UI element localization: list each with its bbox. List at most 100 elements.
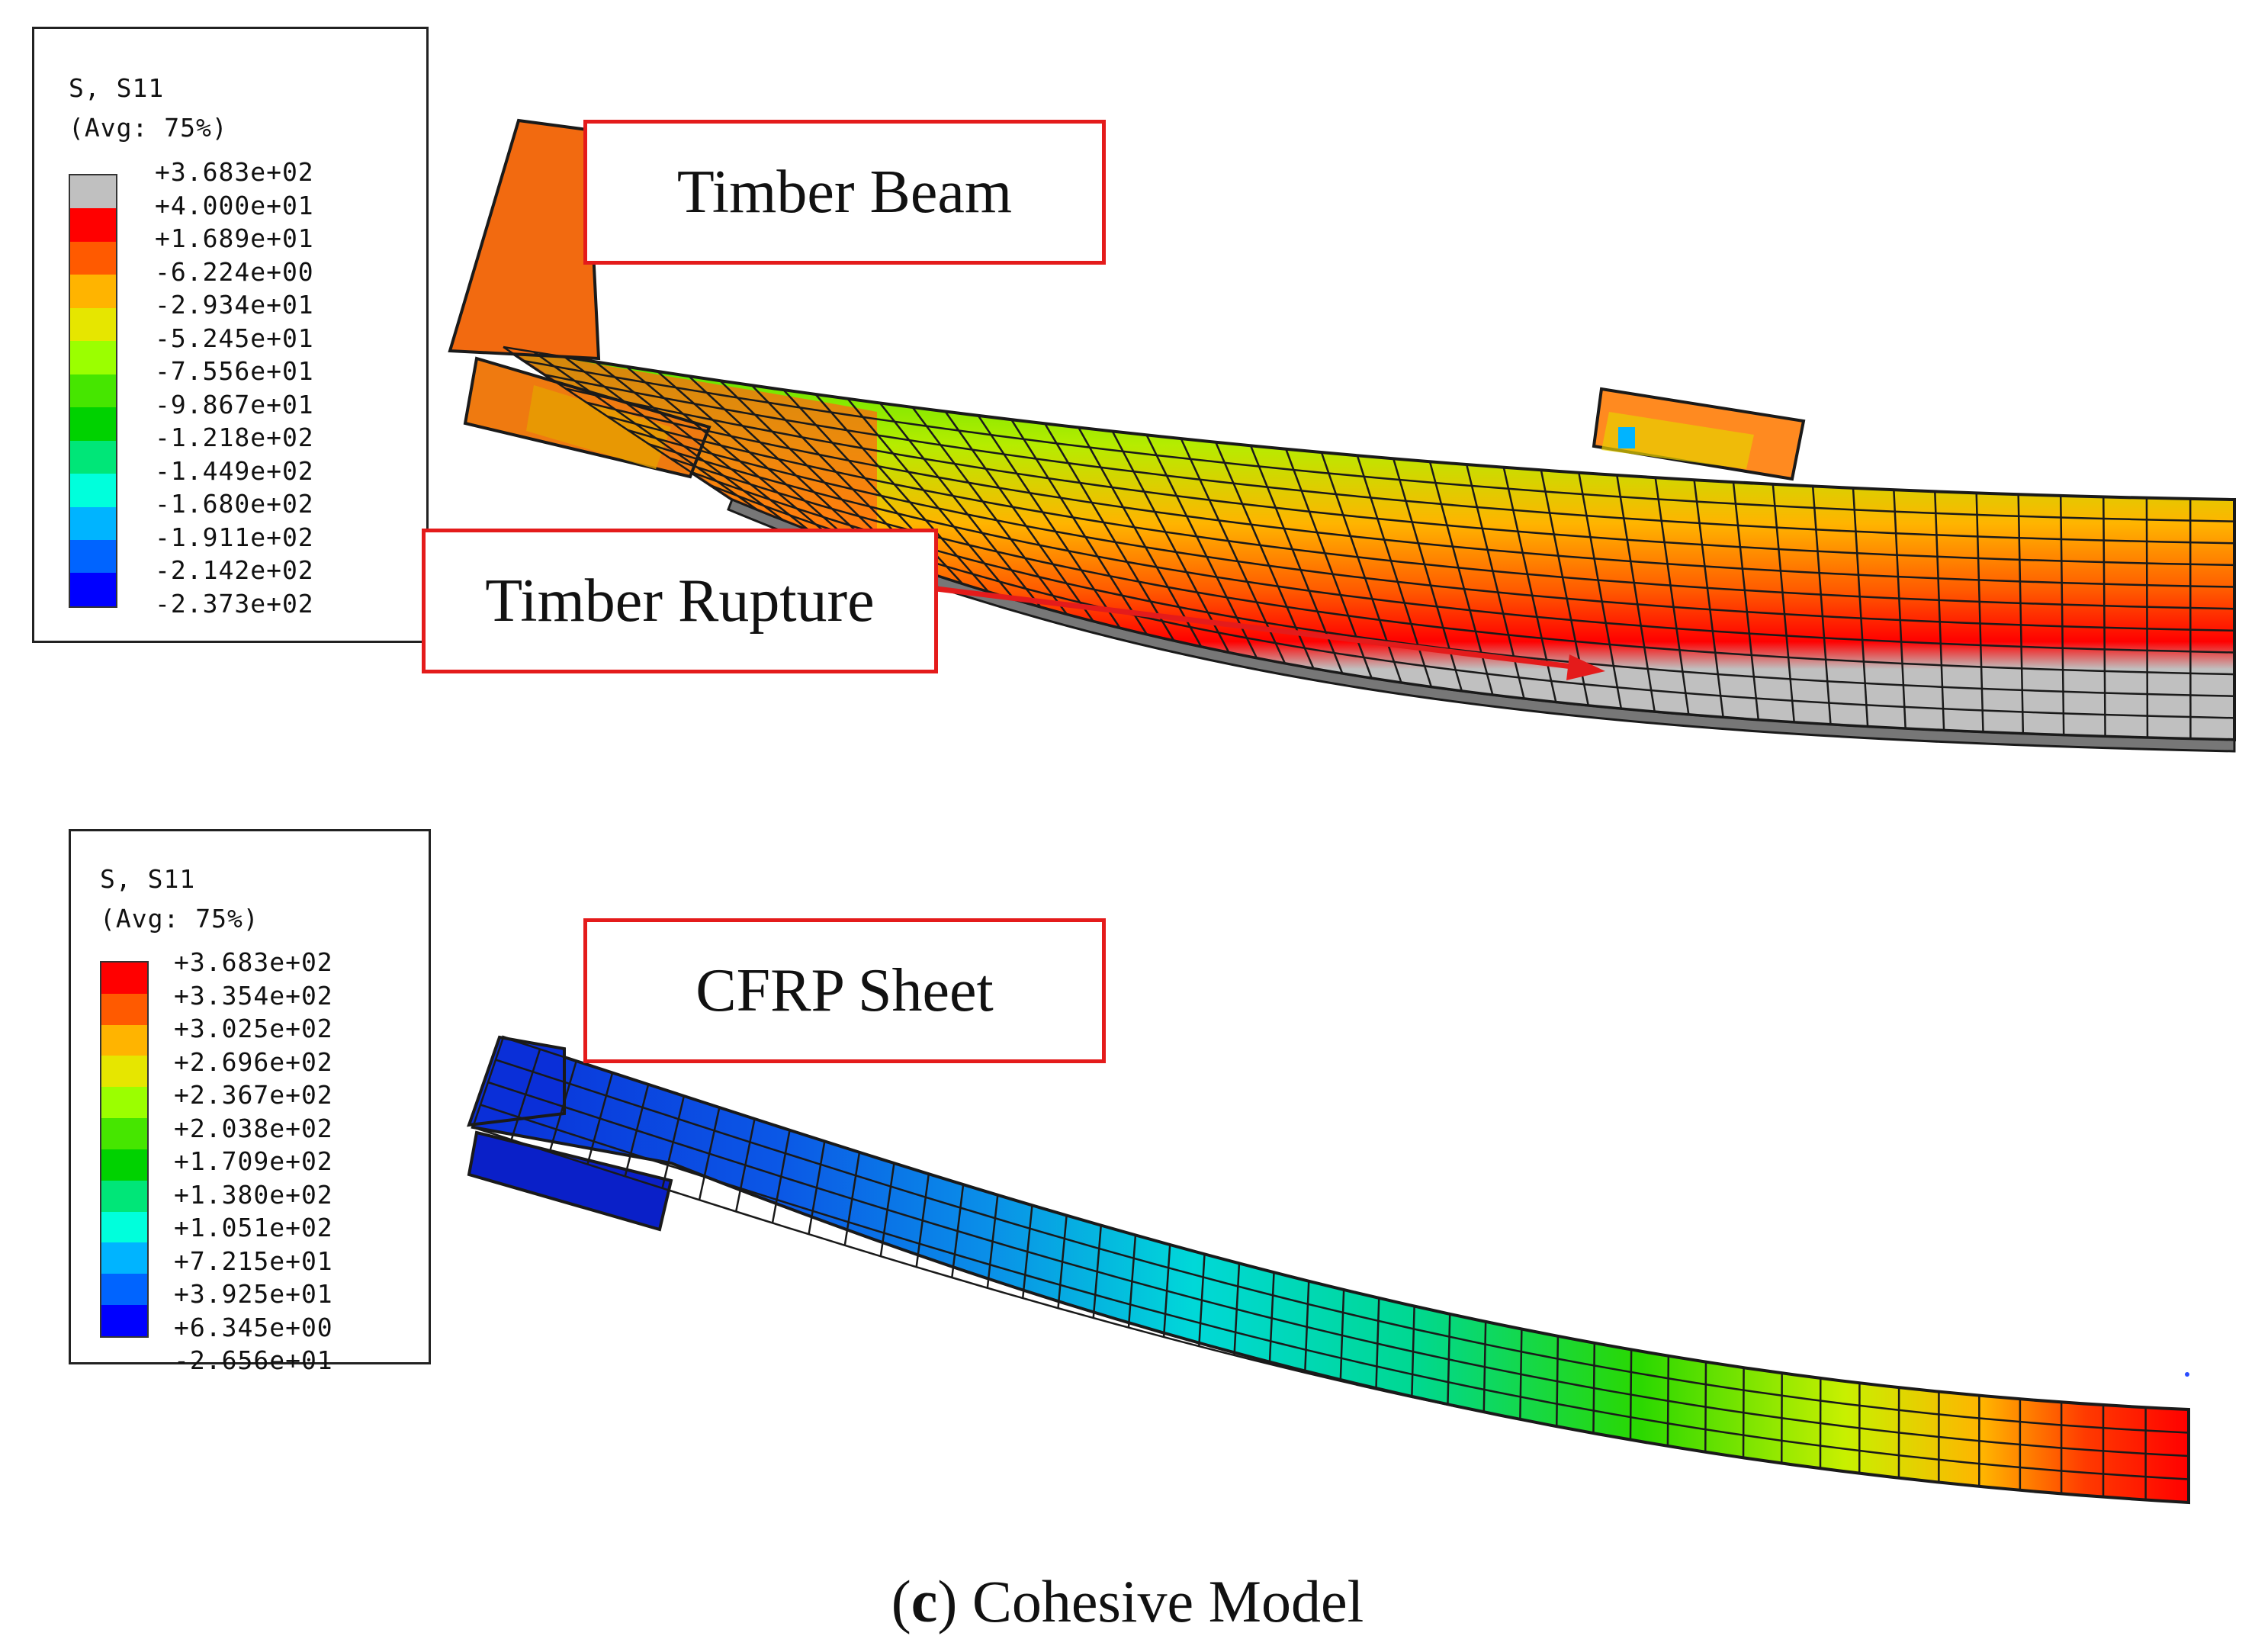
stress-legend-top: S, S11 (Avg: 75%) +3.683e+02 +4.000e+01 +1…	[32, 27, 429, 643]
legend-color-scale	[100, 961, 149, 1338]
legend-swatch	[101, 1149, 147, 1181]
legend-color-scale	[69, 174, 117, 608]
legend-value: +3.683e+02	[155, 157, 314, 187]
mesh-line	[487, 1081, 2189, 1458]
figure-caption: (c) Cohesive Model	[0, 1567, 2255, 1636]
callout-timber-beam: Timber Beam	[583, 120, 1106, 265]
legend-swatch	[101, 1024, 147, 1056]
legend-swatch	[101, 1274, 147, 1306]
mesh-line	[1078, 426, 1203, 648]
legend-value: -2.656e+01	[174, 1345, 333, 1375]
mesh-line	[688, 375, 887, 560]
load-block-inner	[1601, 412, 1754, 469]
mesh-line	[480, 1104, 2189, 1480]
load-block-hotspot	[1618, 427, 1635, 448]
legend-value: -2.142e+02	[155, 555, 314, 585]
mesh-line	[657, 371, 861, 551]
mesh-line	[594, 361, 810, 532]
legend-value: -1.911e+02	[155, 522, 314, 552]
legend-swatch	[70, 208, 116, 242]
legend-swatch	[70, 474, 116, 507]
legend-value: -2.934e+01	[155, 290, 314, 320]
mesh-line	[533, 351, 759, 511]
mesh-line	[1145, 434, 1258, 659]
mesh-line	[565, 387, 2235, 567]
mesh-line	[586, 401, 2235, 588]
legend-swatch	[101, 1211, 147, 1243]
mesh-line	[503, 1036, 2189, 1411]
mesh-line	[846, 397, 1016, 601]
legend-title-line1: S, S11	[100, 864, 196, 894]
cfrp-end-dot	[2185, 1372, 2189, 1377]
mesh-line	[2102, 497, 2106, 737]
legend-values: +3.683e+02 +4.000e+01 +1.689e+01 -6.224e+00…	[155, 156, 314, 620]
stress-legend-bottom: S, S11 (Avg: 75%) +3.683e+02 +3.354e+02 +3…	[69, 829, 431, 1375]
legend-value: -9.867e+01	[155, 389, 314, 419]
caption-open: (	[891, 1568, 911, 1634]
legend-swatch	[101, 1305, 147, 1336]
legend-value: -7.556e+01	[155, 356, 314, 386]
mesh-line	[472, 1126, 2189, 1504]
mesh-line	[1975, 493, 1984, 732]
legend-values: +3.683e+02 +3.354e+02 +3.025e+02 +2.696e+02…	[174, 946, 333, 1377]
legend-title-line1: S, S11	[69, 73, 165, 103]
mesh-line	[625, 365, 836, 542]
legend-value: -1.218e+02	[155, 423, 314, 452]
legend-swatch	[101, 1180, 147, 1212]
legend-title-line2: (Avg: 75%)	[69, 113, 228, 143]
mesh-line	[2017, 494, 2025, 734]
legend-swatch	[70, 539, 116, 574]
legend-value: +3.025e+02	[174, 1014, 333, 1043]
legend-value: -5.245e+01	[155, 323, 314, 353]
cfrp-sheet-model	[467, 1035, 2190, 1505]
mesh-line	[495, 1059, 2189, 1434]
legend-swatch	[70, 175, 116, 209]
mesh-line	[503, 346, 2235, 501]
mesh-line	[1811, 486, 1832, 725]
cfrp-end-block	[467, 1035, 566, 1127]
mesh-line	[1010, 419, 1148, 635]
legend-value: +3.683e+02	[174, 947, 333, 977]
mesh-line	[911, 407, 1068, 615]
mesh-line	[503, 346, 733, 501]
legend-value: +2.367e+02	[174, 1080, 333, 1110]
legend-swatch	[70, 307, 116, 342]
legend-value: +1.709e+02	[174, 1146, 333, 1176]
mesh-line	[1893, 490, 1906, 729]
mesh-line	[1578, 472, 1623, 709]
legend-value: +1.380e+02	[174, 1179, 333, 1210]
mesh-line	[1852, 487, 1869, 727]
mesh-line	[669, 457, 2235, 676]
mesh-line	[648, 443, 2235, 654]
mesh-line	[944, 410, 1094, 622]
mesh-line	[607, 415, 2235, 610]
legend-swatch	[101, 1087, 147, 1119]
cfrp-sheet-mesh	[471, 1036, 2190, 1504]
mesh-line	[564, 355, 785, 522]
legend-value: +3.925e+01	[174, 1279, 333, 1309]
legend-swatch	[70, 374, 116, 408]
caption-text: ) Cohesive Model	[937, 1568, 1364, 1634]
legend-swatch	[70, 341, 116, 374]
legend-value: -2.373e+02	[155, 588, 314, 619]
legend-value: +7.215e+01	[174, 1245, 333, 1276]
mesh-line	[1180, 438, 1287, 664]
legend-swatch	[101, 1242, 147, 1274]
legend-swatch	[70, 407, 116, 441]
mesh-line	[628, 429, 2235, 632]
mesh-line	[544, 374, 2235, 545]
legend-value: +1.051e+02	[174, 1213, 333, 1242]
mesh-line	[2059, 495, 2065, 735]
legend-value: +3.354e+02	[174, 980, 333, 1011]
mesh-line	[1654, 477, 1690, 715]
mesh-line	[524, 359, 2235, 522]
cfrp-end-block-lower	[467, 1130, 673, 1232]
mesh-line	[1934, 491, 1945, 731]
legend-value: +2.038e+02	[174, 1113, 333, 1143]
legend-swatch	[70, 573, 116, 606]
mesh-line	[977, 415, 1121, 629]
legend-swatch	[101, 1118, 147, 1149]
timber-end-block	[448, 118, 601, 361]
mesh-line	[1044, 423, 1175, 642]
legend-swatch	[101, 1056, 147, 1088]
